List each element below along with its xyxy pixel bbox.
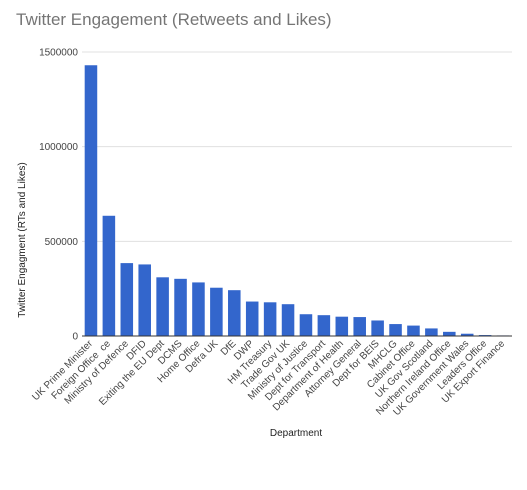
bar xyxy=(335,316,349,336)
bar xyxy=(425,328,438,336)
bar xyxy=(281,304,295,336)
bar xyxy=(84,65,98,337)
bar xyxy=(460,333,474,336)
bar xyxy=(389,324,402,336)
bar xyxy=(443,331,456,336)
bar xyxy=(210,287,223,336)
bar xyxy=(299,314,313,336)
bar xyxy=(353,317,366,336)
y-tick-label: 1500000 xyxy=(39,48,78,59)
bars xyxy=(84,65,510,337)
y-tick-label: 1000000 xyxy=(39,142,78,153)
bar xyxy=(174,278,187,336)
y-ticks: 0 500000 1000000 1500000 xyxy=(39,48,78,343)
x-axis-label: Department xyxy=(270,428,322,439)
bar xyxy=(407,325,420,336)
bar xyxy=(156,277,169,336)
y-axis-label: Twitter Engagment (RTs and Likes) xyxy=(17,162,28,317)
y-tick-label: 500000 xyxy=(45,237,79,248)
bar xyxy=(120,263,134,336)
gridlines xyxy=(82,51,512,242)
bar xyxy=(263,302,277,336)
chart-title: Twitter Engagement (Retweets and Likes) xyxy=(16,10,332,29)
bar xyxy=(138,264,151,336)
bar xyxy=(102,215,116,336)
bar xyxy=(317,315,331,336)
bar xyxy=(371,320,384,336)
bar xyxy=(245,301,259,336)
bar xyxy=(228,290,241,336)
y-tick-label: 0 xyxy=(72,332,78,343)
bar xyxy=(192,282,205,336)
